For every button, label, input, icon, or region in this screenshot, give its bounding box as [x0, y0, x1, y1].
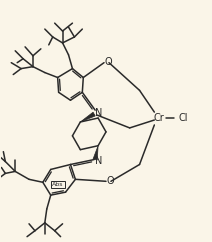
Polygon shape: [80, 112, 95, 122]
Text: N: N: [95, 156, 103, 166]
Text: Cl: Cl: [178, 113, 188, 123]
Text: Abs: Abs: [52, 182, 63, 187]
Text: Cr: Cr: [154, 113, 165, 123]
Polygon shape: [93, 146, 98, 160]
Text: O: O: [106, 176, 114, 186]
Text: O: O: [104, 57, 112, 67]
Text: N: N: [95, 108, 103, 118]
